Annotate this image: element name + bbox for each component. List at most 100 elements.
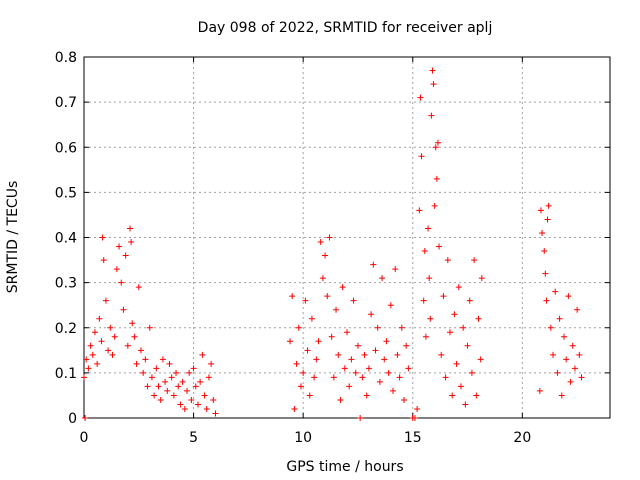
- data-point: [426, 275, 433, 282]
- data-point: [416, 207, 423, 214]
- data-point: [425, 225, 432, 232]
- data-point: [394, 351, 401, 358]
- data-point: [468, 369, 475, 376]
- data-point: [100, 257, 107, 264]
- data-point: [433, 175, 440, 182]
- data-point: [370, 261, 377, 268]
- y-tick-label: 0.6: [55, 140, 77, 156]
- data-point: [306, 392, 313, 399]
- data-point: [170, 392, 177, 399]
- data-point: [350, 297, 357, 304]
- data-point: [563, 356, 570, 363]
- data-point: [133, 360, 140, 367]
- data-point: [128, 239, 135, 246]
- data-point: [98, 338, 105, 345]
- data-point: [403, 342, 410, 349]
- data-point: [398, 324, 405, 331]
- data-point: [205, 374, 212, 381]
- data-point: [144, 383, 151, 390]
- chart-title: Day 098 of 2022, SRMTID for receiver apl…: [198, 20, 493, 36]
- data-point: [339, 284, 346, 291]
- data-point: [333, 306, 340, 313]
- data-point: [81, 374, 87, 381]
- data-point: [188, 396, 195, 403]
- data-point: [159, 356, 166, 363]
- data-point: [462, 401, 469, 408]
- data-point: [83, 356, 90, 363]
- plot-frame: [83, 56, 611, 419]
- data-point: [153, 365, 160, 372]
- data-point: [436, 243, 443, 250]
- data-point: [418, 153, 425, 160]
- data-point: [129, 320, 136, 327]
- data-point: [135, 284, 142, 291]
- data-point: [361, 351, 368, 358]
- data-point: [405, 365, 412, 372]
- data-point: [131, 333, 138, 340]
- data-point: [287, 338, 294, 345]
- data-point: [460, 324, 467, 331]
- data-point: [326, 234, 333, 241]
- data-point: [447, 329, 454, 336]
- data-point: [542, 270, 549, 277]
- data-point: [308, 315, 315, 322]
- data-point: [315, 338, 322, 345]
- data-point: [442, 374, 449, 381]
- data-point: [374, 324, 381, 331]
- x-tick-label: 20: [513, 430, 531, 446]
- y-tick-label: 0.7: [55, 95, 77, 111]
- data-point: [96, 315, 103, 322]
- data-point: [122, 252, 129, 259]
- data-point: [381, 356, 388, 363]
- data-point: [201, 392, 208, 399]
- data-point: [390, 387, 397, 394]
- data-point: [173, 369, 180, 376]
- data-point: [335, 351, 342, 358]
- data-point: [414, 405, 421, 412]
- data-point: [91, 329, 98, 336]
- data-point: [313, 356, 320, 363]
- data-point: [543, 297, 550, 304]
- data-point: [422, 333, 429, 340]
- data-point: [544, 216, 551, 223]
- data-point: [383, 338, 390, 345]
- data-point: [319, 275, 326, 282]
- data-point: [453, 360, 460, 367]
- data-point: [368, 311, 375, 318]
- data-point: [560, 333, 567, 340]
- data-point: [127, 225, 134, 232]
- data-point: [300, 369, 307, 376]
- data-point: [197, 378, 204, 385]
- data-point: [162, 378, 169, 385]
- data-point: [289, 293, 296, 300]
- data-point: [184, 387, 191, 394]
- data-point: [421, 248, 428, 255]
- data-point: [164, 387, 171, 394]
- data-point: [567, 378, 574, 385]
- data-point: [116, 243, 123, 250]
- axis-ticks: 0 0.1 0.2 0.3 0.4 0.5 0.6 0.7 0.8 0 5 10 15 20: [55, 50, 610, 446]
- data-point: [89, 351, 96, 358]
- data-point: [379, 275, 386, 282]
- data-point: [337, 396, 344, 403]
- data-point: [148, 374, 155, 381]
- data-point: [471, 257, 478, 264]
- x-tick-label: 15: [404, 430, 422, 446]
- data-point: [565, 293, 572, 300]
- data-point: [372, 347, 379, 354]
- y-tick-label: 0.3: [55, 276, 77, 292]
- data-point: [94, 360, 101, 367]
- data-point: [348, 356, 355, 363]
- data-point: [85, 365, 92, 372]
- y-axis-label: SRMTID / TECUs: [5, 181, 21, 294]
- y-tick-label: 0.5: [55, 185, 77, 201]
- data-point: [432, 144, 439, 151]
- data-point: [556, 315, 563, 322]
- data-point: [179, 378, 186, 385]
- data-point: [539, 229, 546, 236]
- data-point: [420, 297, 427, 304]
- data-point: [151, 392, 158, 399]
- data-point: [466, 297, 473, 304]
- data-point: [385, 369, 392, 376]
